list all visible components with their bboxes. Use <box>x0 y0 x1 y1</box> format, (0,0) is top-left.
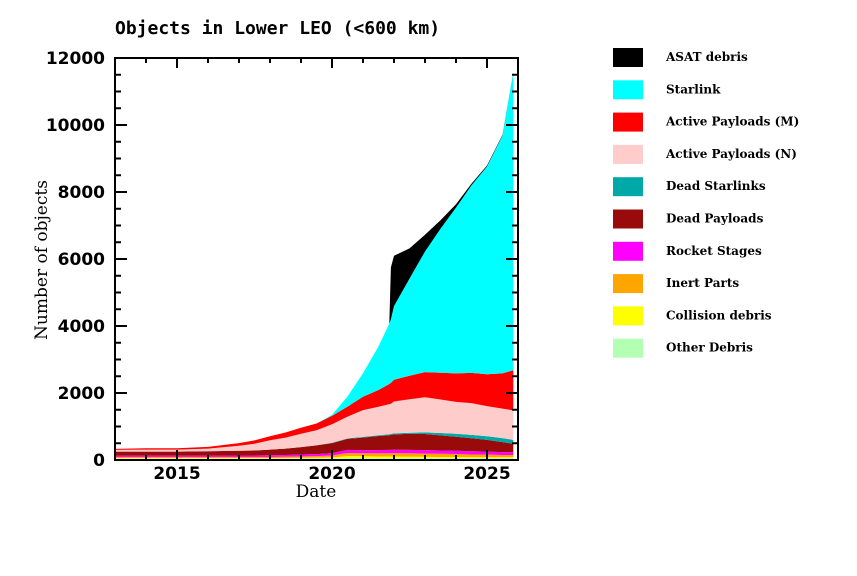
legend-label: Dead Payloads <box>666 212 764 226</box>
legend-item: ASAT debris <box>613 48 748 67</box>
legend-label: Starlink <box>666 82 721 96</box>
x-tick-label: 2015 <box>153 464 200 484</box>
legend-swatch <box>613 274 643 294</box>
area-active-payloads-m <box>115 370 514 450</box>
x-tick-label: 2025 <box>463 464 510 484</box>
x-tick-labels: 2015 2020 2025 <box>153 464 510 484</box>
x-axis-title: Date <box>296 482 337 502</box>
area-dead-payloads <box>115 433 514 456</box>
legend-label: Dead Starlinks <box>666 179 766 193</box>
y-tick-label: 2000 <box>58 384 105 404</box>
legend-label: Other Debris <box>666 341 753 355</box>
legend-swatch <box>613 306 643 326</box>
y-axis-title: Number of objects <box>32 180 52 340</box>
area-active-payloads-n <box>115 397 514 452</box>
legend-label: Rocket Stages <box>666 244 762 258</box>
legend-item: Active Payloads (M) <box>613 112 799 132</box>
y-tick-label: 4000 <box>58 317 105 337</box>
legend-item: Inert Parts <box>613 274 739 294</box>
legend-swatch <box>613 209 643 229</box>
area-starlink <box>115 72 514 449</box>
y-tick-label: 8000 <box>58 183 105 203</box>
chart-title: Objects in Lower LEO (<600 km) <box>115 18 440 39</box>
legend-swatch <box>613 338 643 358</box>
legend-item: Active Payloads (N) <box>613 144 797 164</box>
area-inert-parts <box>115 453 514 458</box>
legend-item: Dead Payloads <box>613 209 764 229</box>
legend-swatch <box>613 112 643 132</box>
legend-label: Inert Parts <box>666 276 739 290</box>
axis-ticks <box>114 57 519 461</box>
y-tick-label: 6000 <box>58 250 105 270</box>
legend-label: Collision debris <box>666 308 772 322</box>
legend-swatch <box>613 241 643 261</box>
legend-item: Starlink <box>613 80 721 100</box>
y-tick-labels: 0 2000 4000 6000 8000 10000 12000 <box>46 49 105 471</box>
legend-item: Other Debris <box>613 338 753 358</box>
area-rocket-stages <box>115 449 514 457</box>
stacked-areas <box>115 72 514 460</box>
x-tick-label: 2020 <box>308 464 355 484</box>
legend-item: Rocket Stages <box>613 241 762 261</box>
legend: ASAT debris Starlink Active Payloads (M) Ac… <box>613 48 799 358</box>
legend-label: Active Payloads (M) <box>665 115 799 129</box>
legend-label: ASAT debris <box>665 50 748 64</box>
legend-swatch <box>613 80 643 100</box>
y-tick-label: 0 <box>93 451 105 471</box>
legend-swatch <box>613 48 643 67</box>
area-collision-debris <box>115 456 514 459</box>
y-tick-label: 12000 <box>46 49 105 69</box>
legend-swatch <box>613 144 643 164</box>
legend-label: Active Payloads (N) <box>665 147 797 161</box>
legend-item: Collision debris <box>613 306 772 326</box>
legend-swatch <box>613 177 643 197</box>
legend-item: Dead Starlinks <box>613 177 766 197</box>
y-tick-label: 10000 <box>46 116 105 136</box>
